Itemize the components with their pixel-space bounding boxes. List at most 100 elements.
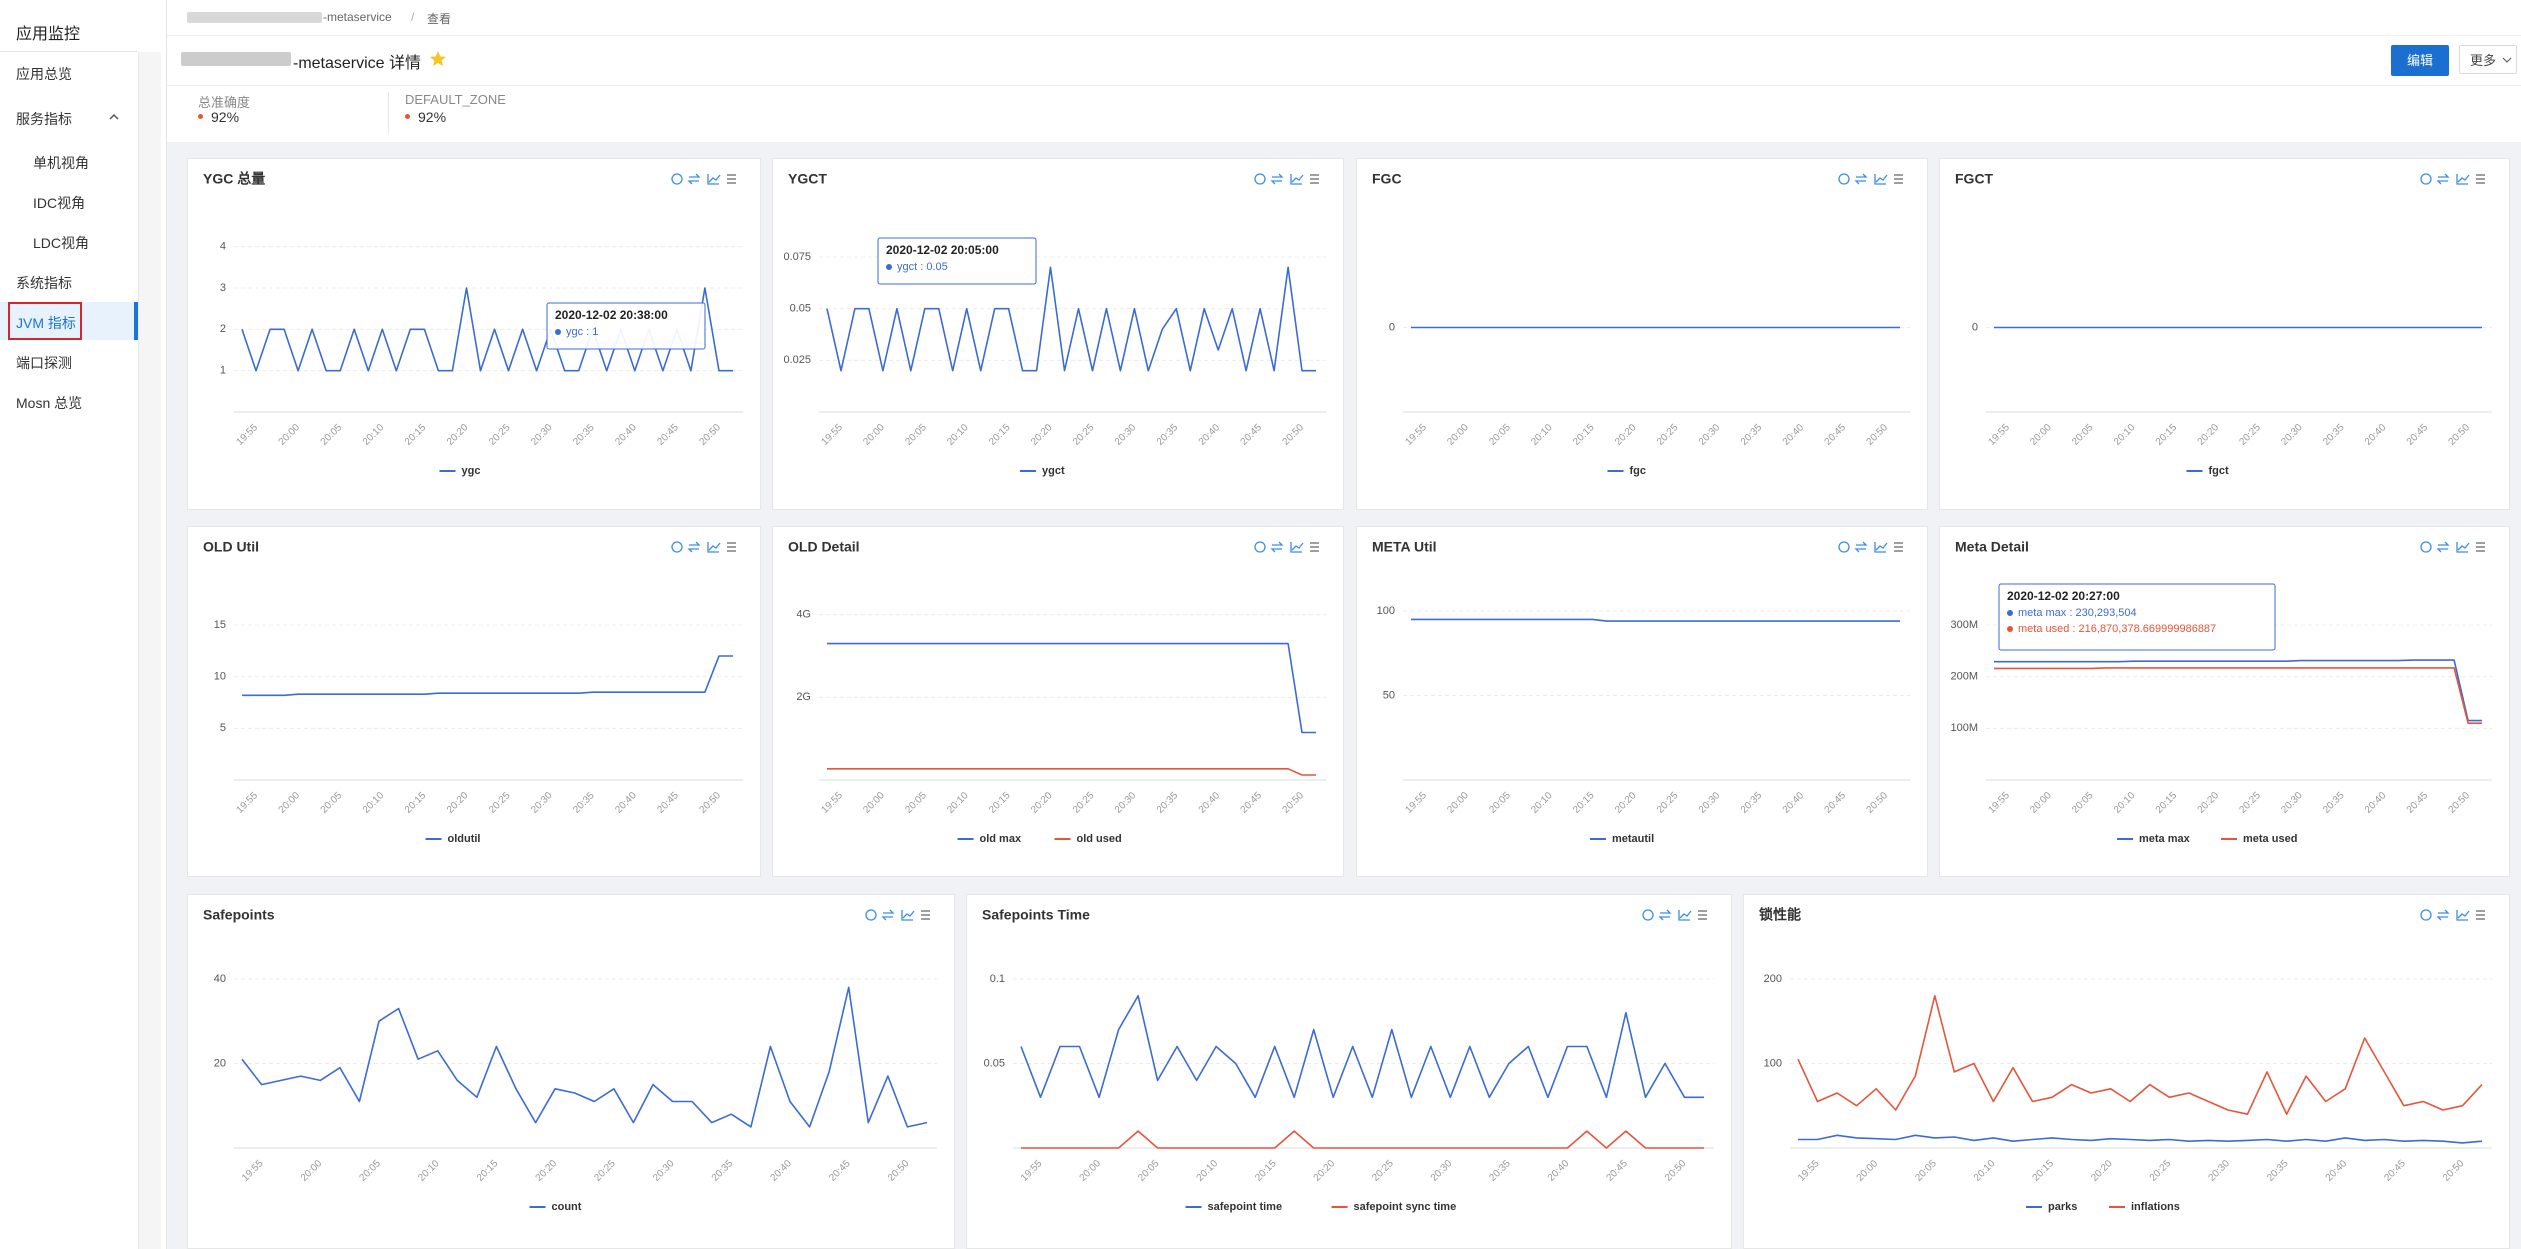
- icon-line[interactable]: [1290, 174, 1304, 185]
- icon-list[interactable]: [727, 542, 736, 552]
- icon-switch[interactable]: [1658, 909, 1672, 921]
- icon-list[interactable]: [2476, 174, 2485, 184]
- chart-title: Meta Detail: [1955, 539, 2029, 555]
- nav-item[interactable]: 应用总览: [16, 66, 72, 82]
- chart-title: META Util: [1372, 539, 1437, 555]
- nav-item-active[interactable]: JVM 指标: [16, 315, 76, 331]
- chevron: [2502, 57, 2512, 63]
- icon-list[interactable]: [1310, 174, 1319, 184]
- icon-line[interactable]: [2456, 174, 2470, 185]
- y-tick-label: 4: [220, 241, 226, 253]
- legend-label[interactable]: safepoint sync time: [1354, 1201, 1457, 1213]
- icon-pie[interactable]: [671, 173, 683, 185]
- icon-pie[interactable]: [2420, 541, 2432, 553]
- legend-label[interactable]: fgct: [2209, 465, 2230, 477]
- series-line: [827, 642, 1316, 734]
- legend-label[interactable]: safepoint time: [1208, 1201, 1283, 1213]
- icon-list[interactable]: [1310, 542, 1319, 552]
- icon-line[interactable]: [707, 174, 721, 185]
- legend-label[interactable]: count: [552, 1201, 582, 1213]
- icon-line[interactable]: [1678, 910, 1692, 921]
- legend-label[interactable]: oldutil: [448, 833, 481, 845]
- legend-label[interactable]: metautil: [1612, 833, 1654, 845]
- panel-bg: [1356, 158, 1928, 510]
- legend-label[interactable]: ygct: [1042, 465, 1065, 477]
- icon-pie[interactable]: [2420, 173, 2432, 185]
- tooltip-dot: [2007, 626, 2013, 632]
- icon-switch[interactable]: [2436, 541, 2450, 553]
- panel-bg: [1356, 526, 1928, 877]
- legend-label[interactable]: old used: [1077, 833, 1122, 845]
- legend-label[interactable]: meta max: [2139, 833, 2191, 845]
- icon-pie[interactable]: [1642, 909, 1654, 921]
- chart-title: Safepoints Time: [982, 907, 1090, 923]
- edit-button[interactable]: 编辑: [2391, 45, 2449, 76]
- tooltip-title: 2020-12-02 20:05:00: [886, 243, 999, 257]
- panel-bg: [187, 894, 955, 1249]
- icon-pie[interactable]: [1838, 541, 1850, 553]
- y-tick-label: 2: [220, 323, 226, 335]
- icon-pie[interactable]: [1254, 541, 1266, 553]
- nav-item[interactable]: 系统指标: [16, 275, 72, 291]
- icon-pie[interactable]: [2420, 909, 2432, 921]
- star-icon[interactable]: [429, 50, 447, 68]
- panel-bg: [187, 526, 761, 877]
- y-tick-label: 0.1: [990, 973, 1005, 985]
- icon-line[interactable]: [1874, 542, 1888, 553]
- tooltip-box: [1998, 583, 2276, 651]
- icon-pie[interactable]: [1838, 173, 1850, 185]
- icon-line[interactable]: [2456, 910, 2470, 921]
- tooltip-box: [546, 302, 706, 350]
- icon-list[interactable]: [2476, 542, 2485, 552]
- y-tick-label: 0.075: [783, 251, 811, 263]
- legend-label[interactable]: fgc: [1630, 465, 1647, 477]
- icon-list[interactable]: [1894, 174, 1903, 184]
- icon-pie[interactable]: [1254, 173, 1266, 185]
- icon-list[interactable]: [921, 910, 930, 920]
- legend-label[interactable]: ygc: [462, 465, 481, 477]
- nav-item[interactable]: LDC视角: [33, 235, 90, 251]
- tooltip-item: ygc : 1: [566, 326, 598, 338]
- icon-list[interactable]: [727, 174, 736, 184]
- nav-item[interactable]: IDC视角: [33, 195, 86, 211]
- icon-line[interactable]: [2456, 542, 2470, 553]
- legend-label[interactable]: inflations: [2131, 1201, 2180, 1213]
- icon-switch[interactable]: [881, 909, 895, 921]
- icon-list[interactable]: [1698, 910, 1707, 920]
- icon-switch[interactable]: [1270, 173, 1284, 185]
- y-tick-label: 0.05: [984, 1057, 1005, 1069]
- nav-item[interactable]: 单机视角: [33, 155, 89, 171]
- icon-pie[interactable]: [865, 909, 877, 921]
- icon-switch[interactable]: [2436, 909, 2450, 921]
- legend-label[interactable]: parks: [2048, 1201, 2077, 1213]
- icon-line[interactable]: [901, 910, 915, 921]
- icon-switch[interactable]: [687, 173, 701, 185]
- icon-pie[interactable]: [671, 541, 683, 553]
- icon-switch[interactable]: [1854, 541, 1868, 553]
- icon-line[interactable]: [1290, 542, 1304, 553]
- icon-switch[interactable]: [2436, 173, 2450, 185]
- legend-label[interactable]: meta used: [2243, 833, 2297, 845]
- icon-switch[interactable]: [1270, 541, 1284, 553]
- icon-line[interactable]: [707, 542, 721, 553]
- more-button[interactable]: 更多: [2459, 45, 2517, 74]
- icon-line[interactable]: [1874, 174, 1888, 185]
- nav-item[interactable]: 服务指标: [16, 111, 72, 127]
- legend-label[interactable]: old max: [980, 833, 1022, 845]
- icon-switch[interactable]: [687, 541, 701, 553]
- icon-switch[interactable]: [1854, 173, 1868, 185]
- icon-list[interactable]: [1894, 542, 1903, 552]
- nav-item[interactable]: Mosn 总览: [16, 395, 83, 411]
- nav-item[interactable]: 端口探测: [16, 355, 72, 371]
- breadcrumb-separator: /: [411, 10, 415, 24]
- breadcrumb-item[interactable]: -metaservice: [323, 10, 392, 24]
- icon-list[interactable]: [2476, 910, 2485, 920]
- top-area: -metaservice / 查看 -metaservice 详情 编辑 更多 …: [167, 0, 2521, 142]
- nav-selected-bg: [0, 302, 138, 340]
- y-tick-label: 2G: [796, 691, 811, 703]
